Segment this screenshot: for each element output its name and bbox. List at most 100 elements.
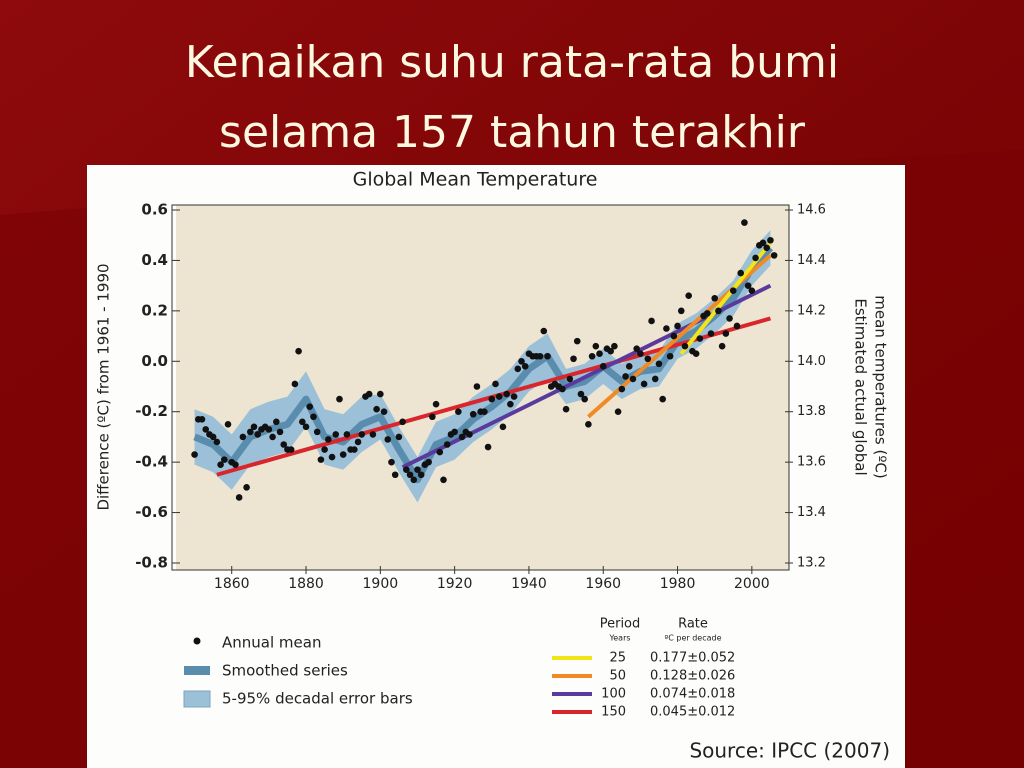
annual-point: [239, 433, 247, 441]
y-tick-label: 0.6: [141, 201, 168, 219]
annual-point: [325, 436, 332, 443]
annual-point: [492, 380, 499, 388]
annual-point: [677, 307, 685, 315]
y-tick-label: 0.0: [141, 352, 168, 370]
annual-point: [302, 423, 310, 431]
annual-point: [254, 431, 262, 438]
annual-point: [243, 484, 250, 491]
legend-period: 100: [601, 687, 626, 702]
chart-title: Global Mean Temperature: [353, 169, 598, 191]
annual-point: [666, 352, 674, 360]
annual-point: [310, 413, 317, 421]
annual-point: [722, 330, 730, 337]
annual-point: [287, 446, 295, 453]
annual-point: [573, 337, 581, 345]
annual-point: [622, 373, 629, 380]
annual-point: [651, 375, 659, 383]
annual-point: [269, 433, 276, 441]
annual-point: [358, 431, 366, 438]
annual-point: [291, 380, 299, 388]
annual-point: [729, 287, 737, 294]
annual-point: [276, 428, 284, 436]
annual-point: [213, 438, 221, 446]
annual-point: [744, 282, 752, 289]
annual-point: [202, 426, 210, 433]
annual-point: [377, 390, 384, 398]
annual-point: [648, 317, 655, 325]
annual-point: [484, 443, 492, 451]
legend-label: Smoothed series: [222, 662, 348, 680]
annual-point: [469, 410, 477, 418]
annual-point: [618, 385, 626, 393]
annual-point: [351, 446, 358, 453]
annual-point: [391, 471, 399, 479]
legend-rate: 0.128±0.026: [650, 669, 735, 684]
y2-tick-label: 14.0: [797, 354, 826, 369]
annual-point: [250, 423, 258, 431]
legend-unit: Years: [608, 634, 630, 643]
annual-point: [432, 400, 440, 408]
annual-point: [313, 428, 321, 436]
annual-point: [692, 350, 700, 358]
legend-label: Annual mean: [222, 634, 321, 652]
annual-point: [559, 385, 566, 393]
legend-unit: ºC per decade: [664, 634, 721, 643]
annual-point: [663, 325, 670, 332]
annual-point: [235, 494, 243, 501]
annual-point: [299, 418, 306, 426]
annual-point: [191, 451, 198, 458]
annual-point: [466, 431, 473, 438]
y-axis-label: Difference (ºC) from 1961 - 1990: [95, 263, 113, 510]
annual-point: [265, 426, 273, 433]
annual-point: [443, 441, 451, 448]
legend-swatch: [193, 637, 201, 645]
annual-point: [741, 219, 748, 226]
y2-tick-label: 13.2: [797, 556, 826, 571]
annual-point: [406, 471, 414, 479]
annual-point: [399, 418, 406, 426]
y2-axis-label: mean temperatures (ºC): [872, 295, 890, 478]
y2-tick-label: 14.6: [797, 203, 826, 218]
annual-point: [514, 365, 522, 373]
annual-point: [209, 433, 217, 441]
annual-point: [681, 342, 689, 350]
annual-point: [737, 269, 745, 277]
annual-point: [611, 342, 618, 350]
annual-point: [640, 380, 648, 388]
annual-point: [365, 390, 373, 398]
annual-point: [544, 352, 551, 360]
annual-point: [388, 458, 395, 466]
legend-rate: 0.177±0.052: [650, 651, 735, 666]
y2-axis-label: Estimated actual global: [852, 298, 870, 475]
annual-point: [644, 355, 652, 363]
y2-tick-label: 13.8: [797, 404, 826, 419]
annual-point: [373, 405, 380, 413]
legend-rate: 0.074±0.018: [650, 687, 735, 702]
y-tick-label: 0.2: [141, 301, 168, 319]
legend-period: 25: [609, 651, 626, 666]
legend-swatch: [184, 666, 210, 675]
x-tick-label: 1900: [363, 576, 399, 592]
annual-point: [384, 436, 392, 443]
annual-point: [436, 448, 444, 456]
annual-point: [625, 363, 633, 370]
annual-point: [354, 438, 362, 446]
annual-point: [458, 433, 466, 441]
trend-line: [679, 241, 772, 355]
annual-point: [495, 393, 503, 400]
x-tick-label: 1880: [288, 576, 324, 592]
annual-point: [507, 400, 514, 408]
annual-point: [748, 287, 756, 294]
annual-point: [570, 355, 577, 363]
y-tick-label: -0.8: [135, 554, 168, 572]
annual-point: [425, 458, 432, 466]
annual-point: [596, 350, 603, 358]
annual-point: [659, 395, 666, 403]
annual-point: [503, 390, 510, 398]
annual-point: [674, 322, 681, 330]
annual-point: [521, 363, 529, 370]
legend-period: 50: [609, 669, 626, 684]
annual-point: [328, 453, 336, 461]
annual-point: [707, 330, 715, 337]
